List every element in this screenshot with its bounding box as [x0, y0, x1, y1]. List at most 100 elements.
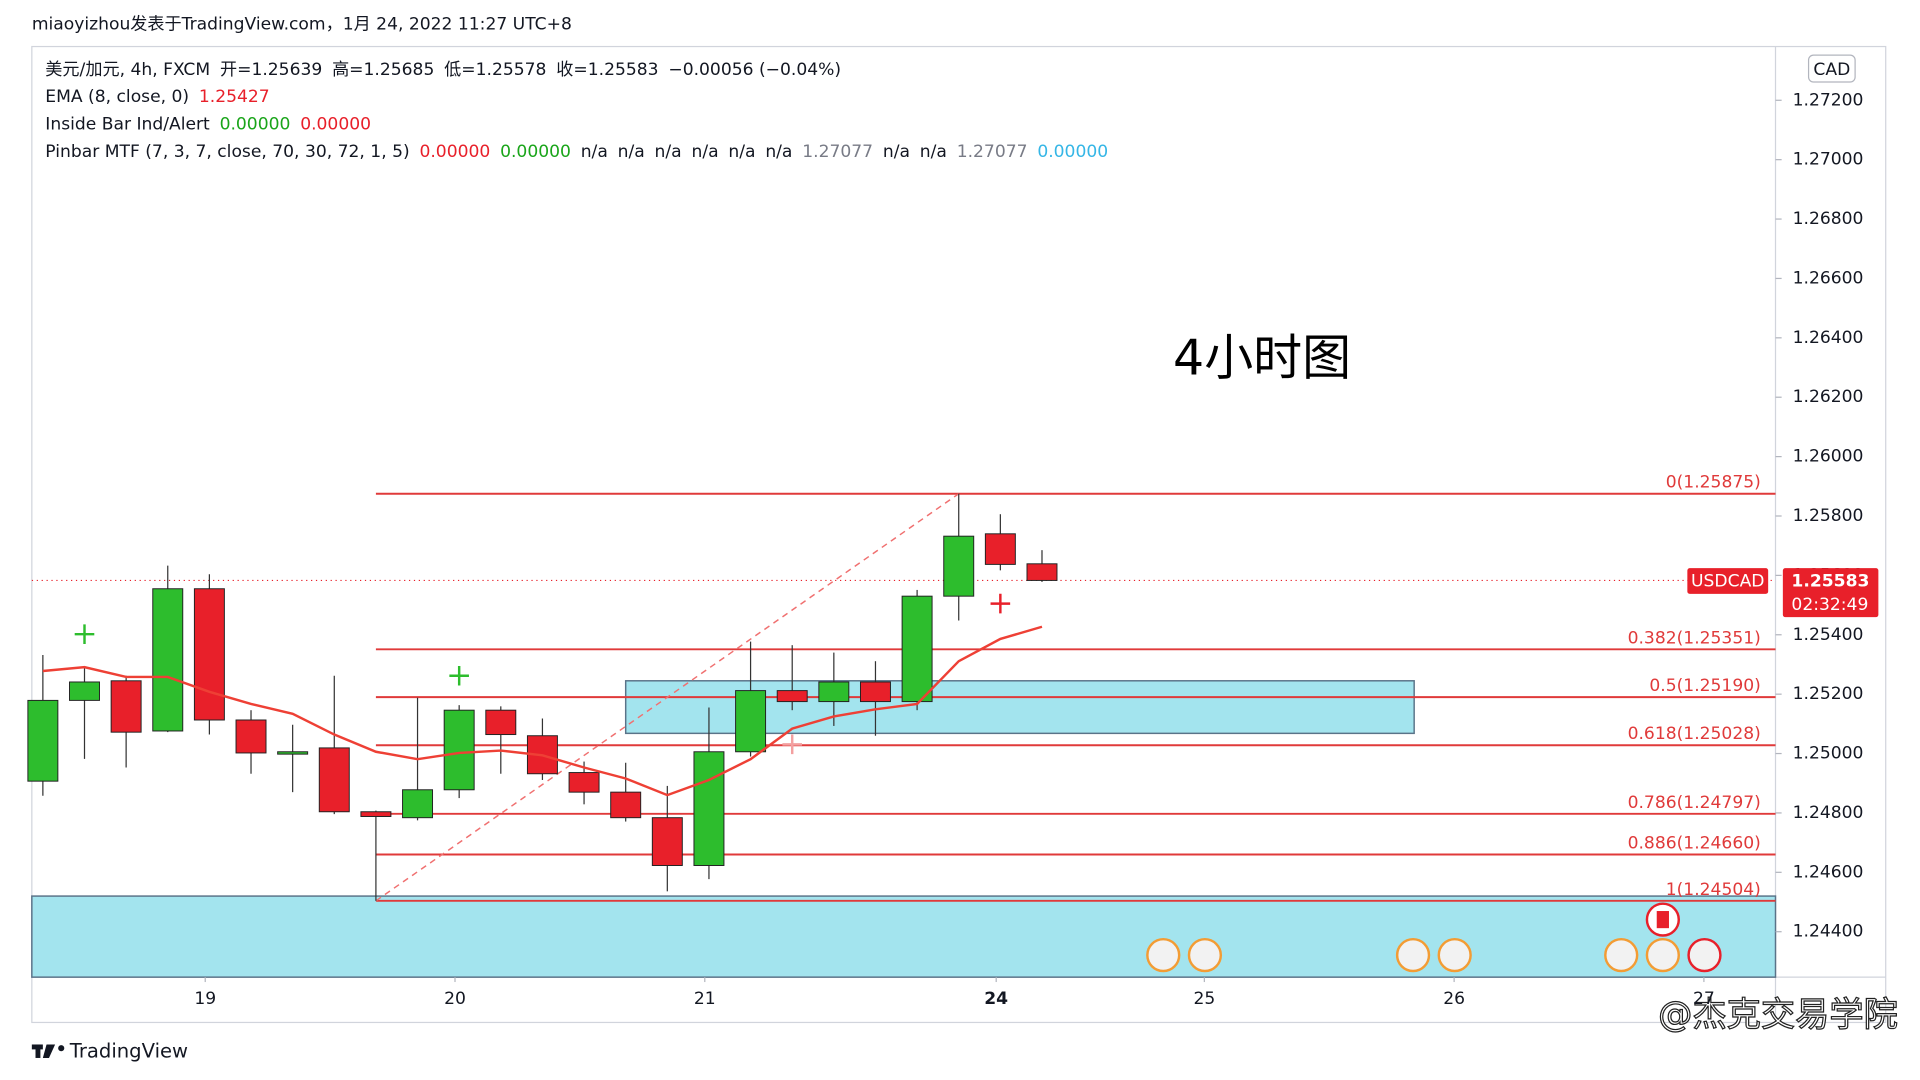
legend-item: 1.25427	[199, 87, 270, 107]
candle-body	[485, 709, 517, 736]
event-icon	[1187, 937, 1223, 973]
candle-body	[735, 690, 767, 753]
event-icon	[1395, 937, 1431, 973]
legend-item: n/a	[883, 142, 910, 162]
candle-body	[651, 817, 683, 866]
legend-line: EMA (8, close, 0) 1.25427	[45, 87, 269, 107]
candle-body	[1026, 563, 1058, 581]
y-tick-label: 1.26800	[1793, 209, 1864, 229]
candle-body	[110, 680, 142, 733]
candle-body	[818, 681, 850, 703]
y-tick-label: 1.25400	[1793, 625, 1864, 645]
legend-item: 0.00000	[300, 115, 371, 135]
event-icon	[1604, 937, 1639, 973]
candle-body	[859, 681, 891, 703]
candle-body	[984, 533, 1016, 565]
y-tick-label: 1.25200	[1793, 684, 1864, 704]
legend-line: 美元/加元, 4h, FXCM 开=1.25639 高=1.25685 低=1.255…	[45, 60, 841, 80]
candle-body	[402, 789, 434, 819]
fib-label: 0(1.25875)	[1666, 473, 1761, 493]
legend-item: n/a	[581, 142, 608, 162]
logo-part	[58, 1045, 65, 1052]
countdown: 02:32:49	[1791, 595, 1868, 615]
trend-line	[375, 493, 960, 902]
y-tick-label: 1.27200	[1793, 90, 1864, 110]
zone	[31, 895, 1777, 978]
x-tick-label: 27	[1693, 989, 1715, 1009]
y-tick-label: 1.25000	[1793, 744, 1864, 764]
legend-item: n/a	[691, 142, 718, 162]
price-box	[1782, 568, 1879, 618]
signal-marker	[782, 734, 803, 755]
legend-item: −0.00056 (−0.04%)	[668, 60, 841, 80]
legend-item: 0.00000	[220, 115, 291, 135]
legend-item: 美元/加元, 4h, FXCM	[45, 60, 210, 80]
legend-item: 低=1.25578	[444, 60, 546, 80]
candle-body	[610, 791, 642, 819]
legend-item: 开=1.25639	[220, 60, 322, 80]
logo-part	[35, 1044, 41, 1058]
logo-part	[42, 1044, 56, 1058]
fib-label: 0.382(1.25351)	[1628, 628, 1761, 648]
y-tick-label: 1.27000	[1793, 150, 1864, 170]
x-tick-label: 19	[194, 989, 216, 1009]
x-tick-label: 24	[984, 989, 1008, 1009]
candle-body	[27, 699, 59, 782]
currency: CAD	[1813, 60, 1850, 80]
legend-item: EMA (8, close, 0)	[45, 87, 189, 107]
candle-body	[443, 709, 475, 791]
candle-body	[235, 719, 267, 754]
event-icon	[1146, 937, 1181, 973]
watermark: @杰克交易学院	[1658, 995, 1898, 1035]
flag-leaf	[1656, 911, 1669, 929]
legend-item: 0.00000	[419, 142, 490, 162]
y-tick-label: 1.26600	[1793, 268, 1864, 288]
frame	[31, 45, 1887, 1024]
y-tick-label: 1.24600	[1793, 862, 1864, 882]
currency-box	[1807, 54, 1856, 83]
signal-marker	[449, 665, 469, 686]
y-tick-label: 1.24400	[1793, 922, 1864, 942]
event-icons	[1146, 902, 1722, 973]
candle-body	[693, 751, 725, 866]
legend-line: Pinbar MTF (7, 3, 7, close, 70, 30, 72, …	[45, 142, 1108, 162]
candle-body	[193, 588, 225, 721]
candle-body	[776, 690, 808, 703]
x-tick-label: 26	[1443, 989, 1465, 1009]
fib-label: 0.786(1.24797)	[1628, 793, 1761, 813]
legend-item: 1.27077	[957, 142, 1028, 162]
legend-item: n/a	[920, 142, 947, 162]
candle-body	[318, 747, 350, 813]
fib-label: 1(1.24504)	[1666, 880, 1761, 900]
y-tick-label: 1.26200	[1793, 387, 1864, 407]
signal-marker	[74, 624, 95, 644]
fib-label: 0.618(1.25028)	[1628, 724, 1761, 744]
candle-body	[568, 772, 600, 793]
fib-label: 0.5(1.25190)	[1649, 676, 1760, 696]
y-tick-label: 1.26400	[1793, 328, 1864, 348]
brand: TradingView	[69, 1039, 188, 1062]
legend-item: n/a	[655, 142, 682, 162]
legend-item: 0.00000	[1037, 142, 1108, 162]
legend-item: 1.27077	[802, 142, 873, 162]
price-value: 1.25583	[1791, 572, 1869, 592]
y-tick-label: 1.24800	[1793, 803, 1864, 823]
x-tick-label: 21	[694, 989, 716, 1009]
y-tick-label: 1.26000	[1793, 447, 1864, 467]
legend-item: Inside Bar Ind/Alert	[45, 115, 210, 135]
legend-line: Inside Bar Ind/Alert 0.00000 0.00000	[45, 115, 371, 135]
event-icon	[1437, 937, 1472, 973]
candle-body	[901, 595, 933, 703]
symbol-box	[1687, 568, 1769, 594]
header: miaoyizhou发表于TradingView.com，1月 24, 2022…	[32, 14, 572, 34]
annotation: 4小时图	[1173, 330, 1351, 387]
candle-body	[360, 811, 392, 817]
legend-item: n/a	[728, 142, 755, 162]
legend-item: 收=1.25583	[556, 60, 658, 80]
legend-item: Pinbar MTF (7, 3, 7, close, 70, 30, 72, …	[45, 142, 409, 162]
fib-label: 0.886(1.24660)	[1628, 833, 1761, 853]
legend-item: n/a	[618, 142, 645, 162]
candle-body	[69, 681, 100, 701]
